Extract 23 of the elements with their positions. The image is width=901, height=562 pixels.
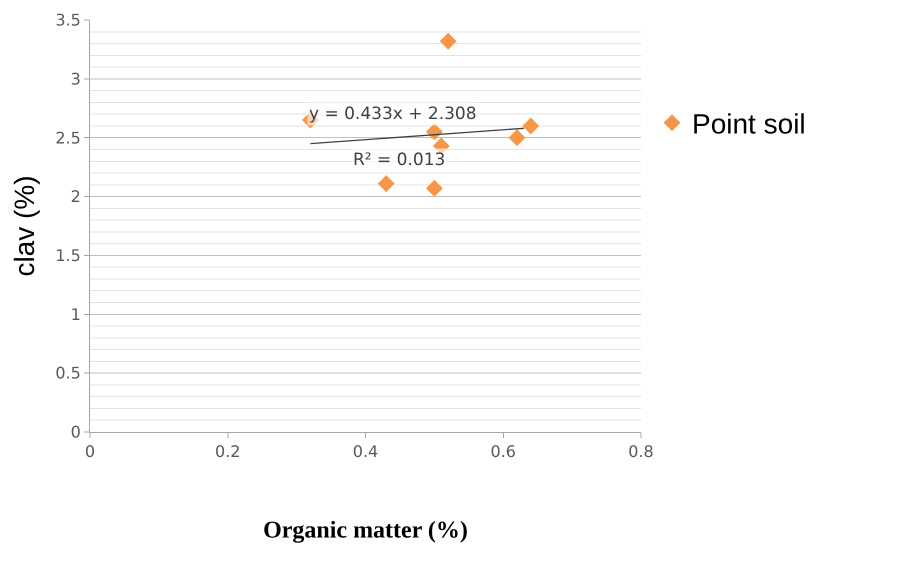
legend-label: Point soil <box>692 108 806 140</box>
point <box>440 32 457 50</box>
point <box>522 117 540 134</box>
y-tick-label: 0.5 <box>55 364 81 383</box>
y-tick-label: 3 <box>70 69 81 88</box>
x-tick-label: 0.6 <box>490 442 516 462</box>
point <box>508 129 526 146</box>
x-tick-label: 0.8 <box>628 442 654 462</box>
x-tick-label: 0.4 <box>352 442 378 462</box>
y-tick-label: 1 <box>70 304 81 324</box>
x-tick-label: 0.2 <box>215 442 240 462</box>
y-tick-label: 2 <box>70 187 81 206</box>
x-axis-title: Organic matter (%) <box>263 518 468 544</box>
y-tick-label: 3.5 <box>55 10 81 30</box>
y-tick-label: 1.5 <box>55 246 81 266</box>
y-axis-title: clav (%) <box>9 175 40 277</box>
point <box>378 175 395 192</box>
x-tick-label: 0 <box>84 442 96 462</box>
y-tick-label: 2.5 <box>55 128 81 148</box>
point <box>426 180 443 197</box>
annotation: R² = 0.013 <box>353 150 446 170</box>
y-tick-label: 0 <box>70 422 81 442</box>
annotation: y = 0.433x + 2.308 <box>309 104 477 124</box>
